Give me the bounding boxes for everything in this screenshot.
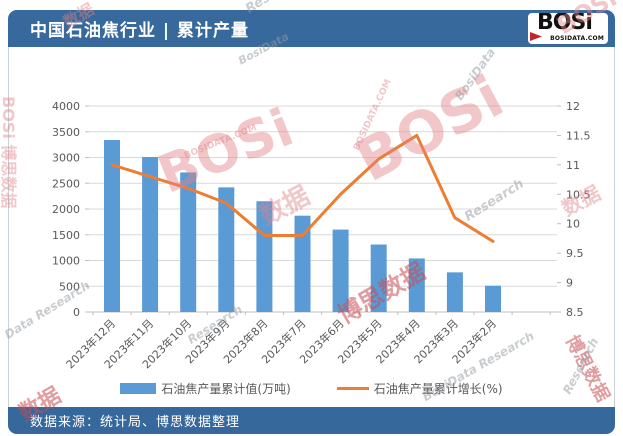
bar-2023年7月 [294, 215, 311, 312]
right-axis-label: 11.5 [566, 129, 591, 142]
left-axis-label: 2000 [52, 203, 80, 216]
left-axis-label: 1500 [52, 229, 80, 242]
bar-series-label: 石油焦产量累计值(万吨) [161, 381, 291, 396]
left-axis-label: 1000 [52, 255, 80, 268]
growth-line [110, 133, 495, 243]
right-axis-label: 8.5 [566, 306, 584, 319]
line-series-swatch [336, 386, 369, 390]
bar-2023年8月 [256, 201, 273, 312]
bar-2023年9月 [218, 187, 235, 312]
right-axis-label: 12 [566, 100, 580, 113]
card-footer: 数据来源：统计局、博思数据整理 [8, 407, 615, 434]
bar-2023年10月 [180, 172, 197, 312]
left-axis-label: 0 [73, 306, 80, 319]
right-axis-label: 11 [566, 159, 580, 172]
bar-2023年6月 [332, 229, 349, 312]
left-axis-label: 3500 [52, 126, 80, 139]
line-series-label: 石油焦产量累计增长(%) [373, 381, 503, 396]
legend-item-bar-series: 石油焦产量累计值(万吨) [120, 380, 291, 397]
left-axis-label: 500 [59, 280, 80, 293]
bar-2023年2月 [485, 285, 501, 312]
bar-2023年4月 [408, 258, 425, 312]
bosi-logo-site: BOSIDATA.COM [550, 35, 604, 42]
right-axis-label: 10.5 [566, 188, 591, 201]
bar-2023年11月 [142, 156, 159, 312]
right-axis-label: 9 [566, 277, 573, 290]
bosi-logo-triangle-icon [530, 32, 542, 41]
bosi-logo: BOSi BOSIDATA.COM [528, 13, 608, 44]
left-axis-label: 2500 [52, 177, 80, 190]
left-axis-label: 4000 [52, 100, 80, 113]
bosi-logo-text: BOSi [537, 13, 593, 35]
page-title: 中国石油焦行业 | 累计产量 [30, 21, 250, 41]
combo-chart: 0 500 1000 1500 2000 2500 3000 3500 4000 12 11.5 11… [52, 100, 591, 371]
bar-2023年5月 [370, 244, 387, 312]
bar-2023年3月 [446, 272, 463, 312]
bar-2023年12月 [104, 139, 120, 312]
legend-item-line-series: 石油焦产量累计增长(%) [336, 380, 503, 397]
left-axis-label: 3000 [52, 152, 80, 165]
bar-series-swatch [120, 382, 157, 394]
data-source: 数据来源：统计局、博思数据整理 [30, 415, 241, 430]
right-axis-label: 10 [566, 218, 580, 231]
chart-card: 中国石油焦行业 | 累计产量 BOSi BOSIDATA.COM 0 500 100… [8, 10, 615, 434]
chart-legend: 石油焦产量累计值(万吨) 石油焦产量累计增长(%) [9, 379, 614, 397]
right-axis-label: 9.5 [566, 247, 584, 260]
card-header: 中国石油焦行业 | 累计产量 BOSi BOSIDATA.COM [8, 10, 615, 47]
